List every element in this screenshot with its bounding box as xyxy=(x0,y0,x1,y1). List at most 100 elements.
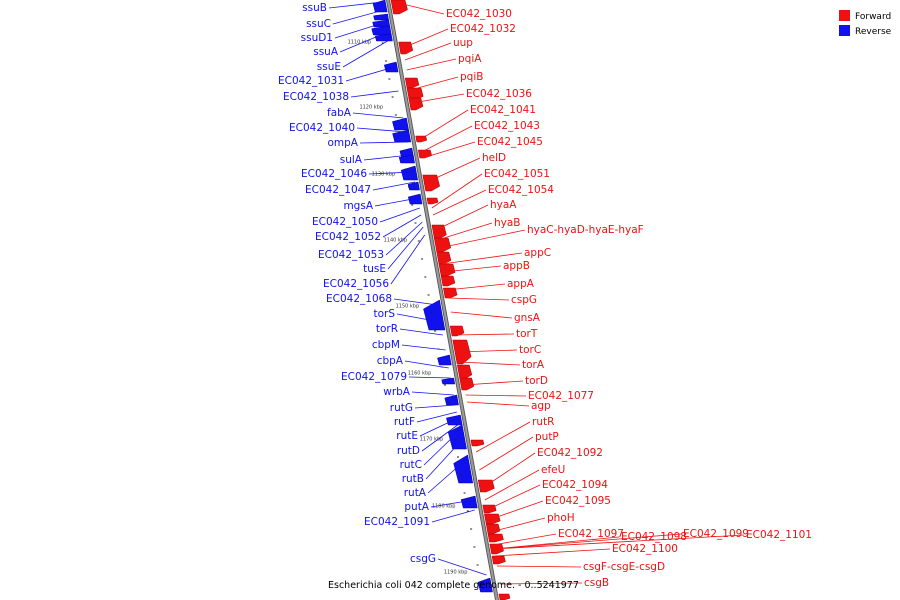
reverse-feature[interactable] xyxy=(437,354,452,366)
gene-label-ec042-1036[interactable]: EC042_1036 xyxy=(466,88,532,100)
forward-feature[interactable] xyxy=(390,0,408,15)
forward-feature[interactable] xyxy=(459,377,475,391)
gene-label-efeu[interactable]: efeU xyxy=(541,464,565,476)
gene-label-ec042-1052[interactable]: EC042_1052 xyxy=(315,231,381,243)
gene-label-rutg[interactable]: rutG xyxy=(390,402,413,414)
forward-feature[interactable] xyxy=(422,174,440,192)
gene-label-tors[interactable]: torS xyxy=(373,308,395,320)
gene-label-ssua[interactable]: ssuA xyxy=(313,46,339,58)
gene-label-ec042-1077[interactable]: EC042_1077 xyxy=(528,390,594,402)
gene-label-ec042-1047[interactable]: EC042_1047 xyxy=(305,184,371,196)
forward-feature[interactable] xyxy=(449,325,465,337)
reverse-feature[interactable] xyxy=(477,577,493,593)
gene-label-ec042-1095[interactable]: EC042_1095 xyxy=(545,495,611,507)
forward-feature[interactable] xyxy=(498,593,511,600)
gene-label-ec042-1101[interactable]: EC042_1101 xyxy=(746,529,812,541)
gene-label-csgf-csge-csgd[interactable]: csgF-csgE-csgD xyxy=(583,561,665,573)
reverse-feature[interactable] xyxy=(407,181,420,191)
gene-label-ec042-1045[interactable]: EC042_1045 xyxy=(477,136,543,148)
gene-label-ec042-1053[interactable]: EC042_1053 xyxy=(318,249,384,261)
gene-label-ec042-1054[interactable]: EC042_1054 xyxy=(488,184,554,196)
gene-label-tort[interactable]: torT xyxy=(516,328,538,340)
gene-label-ssub[interactable]: ssuB xyxy=(302,2,327,14)
reverse-feature[interactable] xyxy=(423,299,446,331)
gene-label-phoh[interactable]: phoH xyxy=(547,512,575,524)
reverse-feature[interactable] xyxy=(407,193,423,205)
gene-label-puta[interactable]: putA xyxy=(404,501,429,513)
reverse-feature[interactable] xyxy=(447,424,467,450)
gene-label-hyac-hyad-hyae-hyaf[interactable]: hyaC-hyaD-hyaE-hyaF xyxy=(527,224,644,236)
gene-label-torc[interactable]: torC xyxy=(519,344,541,356)
gene-label-ec042-1040[interactable]: EC042_1040 xyxy=(289,122,355,134)
gene-label-ec042-1030[interactable]: EC042_1030 xyxy=(446,8,512,20)
gene-label-ec042-1097[interactable]: EC042_1097 xyxy=(558,528,624,540)
forward-feature[interactable] xyxy=(433,237,452,253)
forward-feature[interactable] xyxy=(491,555,506,565)
reverse-feature[interactable] xyxy=(398,154,415,164)
gene-label-rutc[interactable]: rutC xyxy=(400,459,422,471)
gene-label-appb[interactable]: appB xyxy=(503,260,530,272)
gene-label-rutr[interactable]: rutR xyxy=(532,416,554,428)
gene-label-torr[interactable]: torR xyxy=(376,323,398,335)
gene-label-ec042-1041[interactable]: EC042_1041 xyxy=(470,104,536,116)
reverse-feature[interactable] xyxy=(392,117,409,131)
gene-label-ec042-1099[interactable]: EC042_1099 xyxy=(683,528,749,540)
reverse-feature[interactable] xyxy=(441,377,456,385)
gene-label-gnsa[interactable]: gnsA xyxy=(514,312,541,324)
gene-label-rutf[interactable]: rutF xyxy=(394,416,415,428)
reverse-feature[interactable] xyxy=(373,13,389,21)
gene-label-ec042-1092[interactable]: EC042_1092 xyxy=(537,447,603,459)
gene-label-ec042-1079[interactable]: EC042_1079 xyxy=(341,371,407,383)
gene-label-ssuc[interactable]: ssuC xyxy=(306,18,331,30)
forward-feature[interactable] xyxy=(417,149,433,159)
gene-label-ssue[interactable]: ssuE xyxy=(317,61,341,73)
forward-feature[interactable] xyxy=(443,287,458,299)
forward-feature[interactable] xyxy=(404,77,420,89)
forward-feature[interactable] xyxy=(487,533,504,543)
gene-label-ec042-1043[interactable]: EC042_1043 xyxy=(474,120,540,132)
gene-label-held[interactable]: helD xyxy=(482,152,506,164)
forward-feature[interactable] xyxy=(431,224,447,240)
forward-feature[interactable] xyxy=(436,251,452,265)
gene-label-ec042-1094[interactable]: EC042_1094 xyxy=(542,479,608,491)
gene-label-csgg[interactable]: csgG xyxy=(410,553,436,565)
reverse-feature[interactable] xyxy=(372,0,388,13)
gene-label-ruta[interactable]: rutA xyxy=(404,487,427,499)
gene-label-rutd[interactable]: rutD xyxy=(397,445,420,457)
gene-label-ec042-1050[interactable]: EC042_1050 xyxy=(312,216,378,228)
gene-label-uup[interactable]: uup xyxy=(453,37,473,49)
reverse-feature[interactable] xyxy=(400,165,418,181)
gene-label-ec042-1046[interactable]: EC042_1046 xyxy=(301,168,367,180)
gene-label-rute[interactable]: rutE xyxy=(396,430,418,442)
gene-label-ec042-1068[interactable]: EC042_1068 xyxy=(326,293,392,305)
forward-feature[interactable] xyxy=(440,275,456,287)
gene-label-ec042-1038[interactable]: EC042_1038 xyxy=(283,91,349,103)
reverse-feature[interactable] xyxy=(371,25,392,36)
gene-label-ec042-1091[interactable]: EC042_1091 xyxy=(364,516,430,528)
gene-label-ssud1[interactable]: ssuD1 xyxy=(301,32,333,44)
gene-label-ec042-1031[interactable]: EC042_1031 xyxy=(278,75,344,87)
gene-label-mgsa[interactable]: mgsA xyxy=(343,200,373,212)
reverse-feature[interactable] xyxy=(444,394,459,406)
gene-label-ompa[interactable]: ompA xyxy=(327,137,358,149)
gene-label-putp[interactable]: putP xyxy=(535,431,559,443)
gene-label-tuse[interactable]: tusE xyxy=(363,263,386,275)
gene-label-appa[interactable]: appA xyxy=(507,278,535,290)
gene-label-tord[interactable]: torD xyxy=(525,375,548,387)
reverse-feature[interactable] xyxy=(460,495,478,509)
gene-label-rutb[interactable]: rutB xyxy=(402,473,424,485)
gene-label-hyab[interactable]: hyaB xyxy=(494,217,521,229)
reverse-feature[interactable] xyxy=(383,61,399,73)
gene-label-cspg[interactable]: cspG xyxy=(511,294,537,306)
gene-label-sula[interactable]: sulA xyxy=(340,154,363,166)
gene-label-ec042-1100[interactable]: EC042_1100 xyxy=(612,543,678,555)
gene-label-pqia[interactable]: pqiA xyxy=(458,53,482,65)
forward-feature[interactable] xyxy=(470,439,485,447)
gene-label-tora[interactable]: torA xyxy=(522,359,545,371)
gene-label-pqib[interactable]: pqiB xyxy=(460,71,483,83)
forward-feature[interactable] xyxy=(426,197,439,205)
gene-label-agp[interactable]: agp xyxy=(531,400,551,412)
gene-label-csgb[interactable]: csgB xyxy=(584,577,609,589)
gene-label-ec042-1051[interactable]: EC042_1051 xyxy=(484,168,550,180)
forward-feature[interactable] xyxy=(457,364,473,380)
